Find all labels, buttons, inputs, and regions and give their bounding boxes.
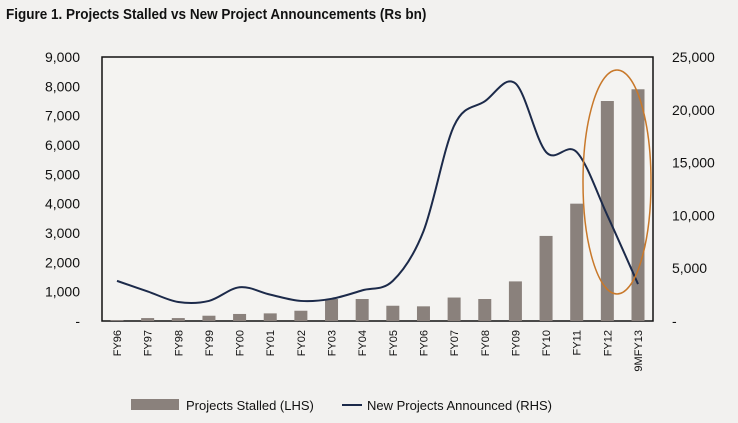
right-tick-label: - [672, 313, 677, 329]
legend-label-line: New Projects Announced (RHS) [367, 398, 552, 413]
bar-FY97 [141, 318, 155, 321]
x-tick-label: FY97 [143, 330, 155, 356]
legend-label-bars: Projects Stalled (LHS) [186, 398, 314, 413]
x-tick-label: FY05 [388, 330, 400, 356]
bar-FY96 [110, 320, 124, 321]
left-tick-label: 3,000 [45, 225, 80, 241]
bar-FY07 [447, 297, 461, 321]
bar-FY01 [263, 313, 277, 321]
x-tick-label: 9MFY13 [633, 330, 645, 372]
bar-FY04 [355, 299, 369, 321]
x-tick-label: FY98 [173, 330, 185, 356]
plot-area [101, 56, 654, 322]
left-tick-label: 6,000 [45, 137, 80, 153]
bar-FY03 [325, 299, 339, 321]
bar-FY06 [416, 306, 430, 321]
x-tick-label: FY08 [480, 330, 492, 356]
x-tick-label: FY03 [327, 330, 339, 356]
line-new-projects [116, 80, 639, 305]
bar-FY05 [386, 305, 400, 321]
right-tick-label: 5,000 [672, 260, 707, 276]
bar-FY99 [202, 315, 216, 321]
left-tick-label: 8,000 [45, 78, 80, 94]
left-tick-label: 5,000 [45, 166, 80, 182]
annotation-ellipse [582, 69, 652, 295]
bar-FY00 [233, 313, 247, 321]
bar-FY08 [478, 299, 492, 321]
bar-FY02 [294, 310, 308, 321]
legend-bar-swatch [131, 399, 179, 410]
chart-title: Figure 1. Projects Stalled vs New Projec… [6, 6, 427, 23]
bar-FY10 [539, 235, 553, 321]
x-tick-label: FY06 [418, 330, 430, 356]
x-tick-label: FY09 [510, 330, 522, 356]
bar-FY98 [171, 318, 185, 321]
bar-FY11 [570, 203, 584, 321]
x-tick-label: FY01 [265, 330, 277, 356]
right-tick-label: 15,000 [672, 155, 715, 171]
right-tick-label: 25,000 [672, 49, 715, 65]
x-tick-label: FY12 [602, 330, 614, 356]
x-tick-label: FY96 [112, 330, 124, 356]
right-tick-label: 20,000 [672, 102, 715, 118]
left-tick-label: 2,000 [45, 254, 80, 270]
x-tick-label: FY00 [235, 330, 247, 356]
left-tick-label: - [75, 313, 80, 329]
x-tick-label: FY04 [357, 330, 369, 356]
x-tick-label: FY99 [204, 330, 216, 356]
x-tick-label: FY10 [541, 330, 553, 356]
bar-FY12 [600, 101, 614, 321]
x-tick-label: FY07 [449, 330, 461, 356]
left-tick-label: 7,000 [45, 108, 80, 124]
left-tick-label: 1,000 [45, 284, 80, 300]
bar-FY09 [508, 281, 522, 321]
left-tick-label: 9,000 [45, 49, 80, 65]
left-tick-label: 4,000 [45, 196, 80, 212]
x-tick-label: FY02 [296, 330, 308, 356]
right-tick-label: 10,000 [672, 207, 715, 223]
x-tick-label: FY11 [572, 330, 584, 355]
bar-9MFY13 [631, 89, 645, 322]
